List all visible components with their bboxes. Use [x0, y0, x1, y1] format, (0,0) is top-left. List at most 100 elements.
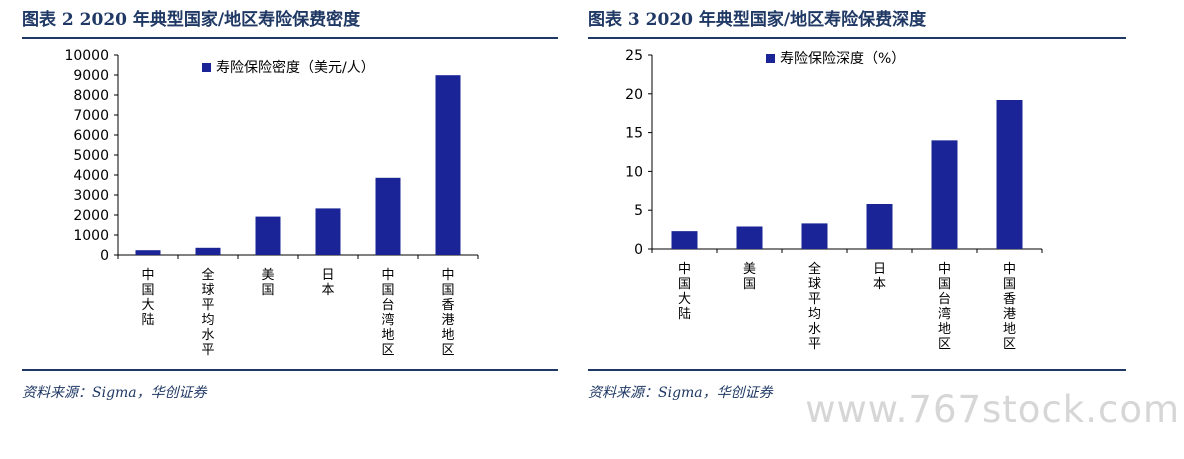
bar [315, 208, 341, 255]
y-tick-label: 0 [100, 248, 109, 264]
x-category-label: 美国 [743, 262, 756, 292]
x-category-label: 日本 [873, 262, 886, 292]
x-category-char: 本 [321, 283, 334, 298]
bar [801, 223, 828, 249]
title-rule-right [588, 37, 1126, 39]
x-category-char: 国 [938, 277, 951, 292]
x-category-char: 水 [808, 322, 821, 337]
x-category-char: 全 [201, 267, 214, 283]
bar [135, 250, 161, 255]
x-category-char: 国 [743, 277, 756, 292]
y-tick-label: 20 [625, 87, 643, 103]
y-tick-label: 6000 [73, 128, 109, 144]
x-category-char: 大 [141, 298, 154, 313]
x-category-char: 国 [381, 283, 394, 298]
x-category-char: 均 [201, 313, 214, 328]
x-category-char: 国 [141, 283, 154, 298]
bar [435, 75, 461, 255]
y-tick-label: 2000 [73, 208, 109, 224]
x-category-char: 国 [441, 283, 454, 298]
x-category-char: 地 [381, 328, 394, 343]
bar [255, 216, 281, 255]
x-category-char: 国 [678, 277, 691, 292]
legend-label: 寿险保险深度（%） [780, 50, 905, 67]
x-category-char: 区 [441, 343, 454, 358]
x-category-char: 湾 [938, 306, 951, 322]
x-category-char: 平 [808, 337, 821, 352]
x-category-char: 中 [441, 268, 454, 283]
x-category-char: 全 [808, 261, 821, 277]
y-tick-label: 8000 [73, 88, 109, 104]
density-bar-chart: 0 1000 2000 3000 4000 5000 6000 7000 8000 9000 100… [64, 48, 479, 358]
x-category-char: 日 [873, 262, 886, 277]
bar [375, 177, 401, 255]
x-category-char: 陆 [141, 312, 154, 328]
y-tick-label: 1000 [73, 228, 109, 244]
x-category-char: 大 [678, 292, 691, 307]
x-category-char: 区 [1003, 337, 1016, 352]
x-category-label: 美国 [261, 268, 274, 298]
x-category-char: 平 [201, 298, 214, 313]
x-category-char: 均 [808, 307, 821, 322]
y-tick-label: 10 [625, 164, 643, 180]
y-tick-label: 4000 [73, 168, 109, 184]
source-note-right: 资料来源：Sigma，华创证券 [588, 385, 773, 401]
x-category-char: 中 [678, 262, 691, 277]
y-tick-label: 15 [625, 126, 643, 142]
bar [671, 231, 698, 249]
x-category-char: 湾 [381, 312, 394, 328]
y-tick-label: 9000 [73, 68, 109, 84]
x-category-char: 港 [441, 313, 454, 328]
x-category-char: 水 [201, 328, 214, 343]
bar [931, 140, 958, 249]
legend-swatch [202, 63, 211, 72]
x-category-char: 球 [808, 277, 821, 292]
x-category-char: 中 [141, 268, 154, 283]
x-category-char: 日 [321, 268, 334, 283]
x-category-char: 港 [1003, 307, 1016, 322]
bar [195, 247, 221, 255]
legend-swatch [766, 54, 775, 63]
legend-label: 寿险保险密度（美元/人） [216, 59, 375, 76]
x-category-char: 台 [381, 298, 394, 313]
x-category-char: 中 [938, 262, 951, 277]
x-category-char: 地 [938, 322, 951, 337]
title-rule-left [22, 37, 558, 39]
source-rule-left [22, 369, 558, 371]
figure-title-right: 图表 3 2020 年典型国家/地区寿险保费深度 [588, 10, 927, 30]
x-category-char: 区 [938, 337, 951, 352]
figure-title-left: 图表 2 2020 年典型国家/地区寿险保费密度 [22, 10, 361, 30]
y-tick-label: 25 [625, 48, 643, 64]
x-category-char: 美 [261, 268, 274, 283]
x-category-char: 地 [1003, 322, 1016, 337]
x-category-char: 平 [201, 343, 214, 358]
bar [996, 100, 1023, 249]
x-category-char: 香 [1003, 292, 1016, 307]
x-category-char: 平 [808, 292, 821, 307]
x-category-char: 地 [441, 328, 454, 343]
x-category-char: 美 [743, 262, 756, 277]
y-tick-label: 5000 [73, 148, 109, 164]
x-category-char: 中 [381, 268, 394, 283]
y-tick-label: 10000 [64, 48, 109, 64]
bar [736, 226, 763, 249]
x-category-char: 国 [261, 283, 274, 298]
x-category-char: 陆 [678, 306, 691, 322]
bar [866, 203, 893, 249]
x-category-char: 中 [1003, 262, 1016, 277]
x-category-char: 香 [441, 298, 454, 313]
x-category-label: 日本 [321, 268, 334, 298]
x-category-char: 区 [381, 343, 394, 358]
depth-bar-chart: 0510152025中国大陆美国全球平均水平日本中国台湾地区中国香港地区寿险保险… [625, 48, 1043, 352]
x-category-char: 球 [201, 283, 214, 298]
x-category-char: 本 [873, 277, 886, 292]
y-tick-label: 0 [634, 242, 643, 258]
